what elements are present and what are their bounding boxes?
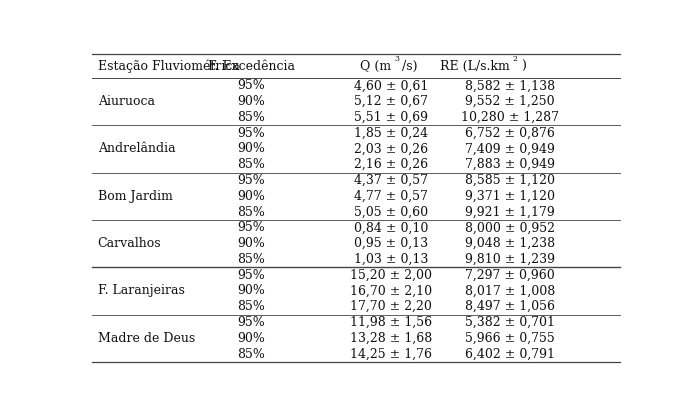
Text: 85%: 85% (237, 300, 265, 313)
Text: Estação Fluviométrica: Estação Fluviométrica (97, 59, 240, 73)
Text: 6,752 ± 0,876: 6,752 ± 0,876 (465, 127, 555, 140)
Text: 3: 3 (394, 54, 399, 63)
Text: Q (m: Q (m (360, 60, 391, 73)
Text: 4,60 ± 0,61: 4,60 ± 0,61 (354, 80, 428, 92)
Text: Bom Jardim: Bom Jardim (97, 190, 172, 203)
Text: 9,552 ± 1,250: 9,552 ± 1,250 (465, 95, 555, 108)
Text: 2,16 ± 0,26: 2,16 ± 0,26 (354, 158, 428, 171)
Text: Andrelândia: Andrelândia (97, 143, 175, 155)
Text: 9,921 ± 1,179: 9,921 ± 1,179 (465, 206, 555, 219)
Text: 11,98 ± 1,56: 11,98 ± 1,56 (350, 316, 432, 329)
Text: 85%: 85% (237, 348, 265, 360)
Text: 95%: 95% (237, 221, 265, 234)
Text: 8,497 ± 1,056: 8,497 ± 1,056 (465, 300, 555, 313)
Text: 8,017 ± 1,008: 8,017 ± 1,008 (464, 284, 555, 297)
Text: 8,585 ± 1,120: 8,585 ± 1,120 (465, 174, 555, 187)
Text: 95%: 95% (237, 174, 265, 187)
Text: 95%: 95% (237, 80, 265, 92)
Text: 4,37 ± 0,57: 4,37 ± 0,57 (354, 174, 428, 187)
Text: 15,20 ± 2,00: 15,20 ± 2,00 (350, 269, 432, 282)
Text: 14,25 ± 1,76: 14,25 ± 1,76 (350, 348, 432, 360)
Text: 0,95 ± 0,13: 0,95 ± 0,13 (354, 237, 428, 250)
Text: RE (L/s.km: RE (L/s.km (440, 60, 509, 73)
Text: 5,05 ± 0,60: 5,05 ± 0,60 (354, 206, 428, 219)
Text: 16,70 ± 2,10: 16,70 ± 2,10 (350, 284, 432, 297)
Text: 95%: 95% (237, 316, 265, 329)
Text: 8,582 ± 1,138: 8,582 ± 1,138 (465, 80, 555, 92)
Text: 5,382 ± 0,701: 5,382 ± 0,701 (465, 316, 555, 329)
Text: 5,12 ± 0,67: 5,12 ± 0,67 (354, 95, 428, 108)
Text: 85%: 85% (237, 111, 265, 124)
Text: 7,409 ± 0,949: 7,409 ± 0,949 (465, 143, 555, 155)
Text: 13,28 ± 1,68: 13,28 ± 1,68 (350, 332, 432, 345)
Text: 95%: 95% (237, 127, 265, 140)
Text: F. Laranjeiras: F. Laranjeiras (97, 284, 185, 297)
Text: 9,371 ± 1,120: 9,371 ± 1,120 (465, 190, 555, 203)
Text: 85%: 85% (237, 206, 265, 219)
Text: 1,03 ± 0,13: 1,03 ± 0,13 (354, 253, 428, 266)
Text: 90%: 90% (237, 332, 265, 345)
Text: ): ) (521, 60, 525, 73)
Text: 85%: 85% (237, 158, 265, 171)
Text: 4,77 ± 0,57: 4,77 ± 0,57 (354, 190, 428, 203)
Text: 7,883 ± 0,949: 7,883 ± 0,949 (465, 158, 555, 171)
Text: 5,51 ± 0,69: 5,51 ± 0,69 (354, 111, 428, 124)
Text: 90%: 90% (237, 237, 265, 250)
Text: 10,280 ± 1,287: 10,280 ± 1,287 (461, 111, 559, 124)
Text: Aiuruoca: Aiuruoca (97, 95, 155, 108)
Text: 0,84 ± 0,10: 0,84 ± 0,10 (354, 221, 428, 234)
Text: 95%: 95% (237, 269, 265, 282)
Text: 8,000 ± 0,952: 8,000 ± 0,952 (465, 221, 555, 234)
Text: 85%: 85% (237, 253, 265, 266)
Text: Carvalhos: Carvalhos (97, 237, 161, 250)
Text: F. Excedência: F. Excedência (208, 60, 295, 73)
Text: 6,402 ± 0,791: 6,402 ± 0,791 (465, 348, 555, 360)
Text: 9,810 ± 1,239: 9,810 ± 1,239 (465, 253, 555, 266)
Text: 5,966 ± 0,755: 5,966 ± 0,755 (465, 332, 555, 345)
Text: 90%: 90% (237, 190, 265, 203)
Text: 1,85 ± 0,24: 1,85 ± 0,24 (354, 127, 428, 140)
Text: 2,03 ± 0,26: 2,03 ± 0,26 (354, 143, 428, 155)
Text: 90%: 90% (237, 95, 265, 108)
Text: 90%: 90% (237, 284, 265, 297)
Text: 17,70 ± 2,20: 17,70 ± 2,20 (350, 300, 432, 313)
Text: /s): /s) (402, 60, 418, 73)
Text: 7,297 ± 0,960: 7,297 ± 0,960 (465, 269, 555, 282)
Text: 2: 2 (512, 54, 517, 63)
Text: 9,048 ± 1,238: 9,048 ± 1,238 (465, 237, 555, 250)
Text: Madre de Deus: Madre de Deus (97, 332, 195, 345)
Text: 90%: 90% (237, 143, 265, 155)
